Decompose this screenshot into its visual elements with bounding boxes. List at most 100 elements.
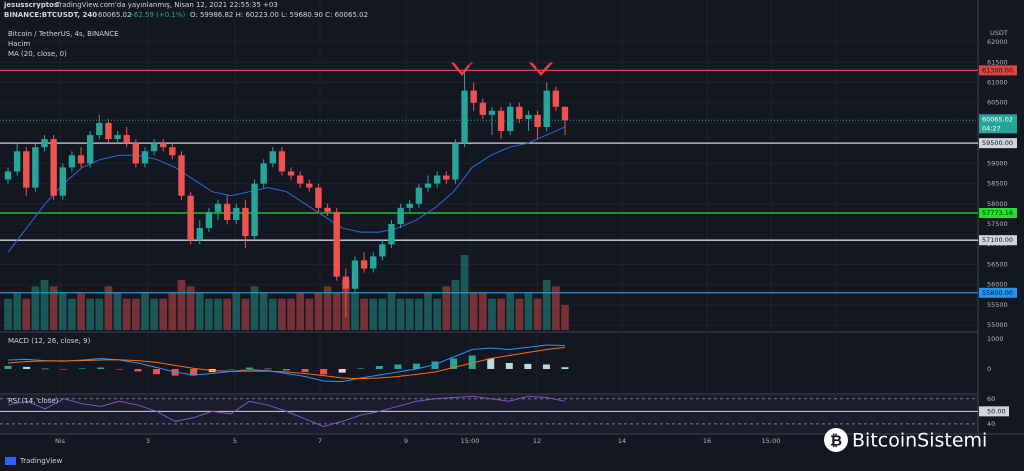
- volume-bar: [396, 298, 405, 330]
- candle-body: [105, 122, 112, 140]
- volume-bar: [524, 292, 533, 330]
- macd-hist-bar: [41, 368, 49, 370]
- candle-body: [214, 203, 222, 212]
- volume-bar: [332, 292, 341, 330]
- last: 60065.02: [98, 11, 131, 19]
- candle-body: [360, 260, 368, 269]
- macd-hist-bar: [153, 369, 161, 375]
- symbol: BINANCE:BTCUSDT, 240: [4, 11, 97, 19]
- candle-body: [342, 276, 350, 289]
- level-label: 57100.00: [982, 236, 1013, 244]
- published: TradingView.com'da yayınlanmış, Nisan 12…: [55, 1, 278, 9]
- volume-bar: [442, 286, 451, 330]
- macd-hist-bar: [320, 369, 328, 375]
- x-tick-label: 15:00: [762, 437, 781, 445]
- candle-body: [41, 139, 48, 148]
- macd-hist-bar: [357, 368, 365, 369]
- level-tag: [979, 287, 1017, 298]
- volume-bar: [506, 292, 515, 330]
- volume-bar: [49, 286, 58, 330]
- volume-bar: [369, 298, 378, 330]
- y-tick-label: 60500: [987, 99, 1008, 107]
- volume-bar: [31, 286, 40, 330]
- candle-body: [516, 106, 523, 119]
- candle-body: [525, 114, 532, 119]
- x-tick-label: 16: [703, 437, 711, 445]
- change: +62.59 (+0.1%): [128, 11, 186, 19]
- last-price-label: 60065.02: [982, 115, 1013, 123]
- y-tick-label: 58000: [987, 200, 1008, 208]
- y-tick-label: 56000: [987, 281, 1008, 289]
- candle-body: [415, 187, 423, 204]
- volume-bar: [268, 298, 277, 330]
- macd-hist-bar: [245, 367, 253, 369]
- y-tick-label: 61000: [987, 78, 1008, 86]
- candle-body: [269, 151, 276, 164]
- volume-bar: [223, 298, 231, 330]
- candle-body: [424, 183, 432, 188]
- macd-hist-bar: [264, 368, 272, 370]
- candle-body: [306, 183, 313, 188]
- volume-bar: [387, 292, 396, 330]
- volume-bar: [22, 298, 31, 330]
- volume-bar: [77, 292, 85, 330]
- volume-bar: [241, 298, 250, 330]
- volume-bar: [360, 298, 368, 330]
- volume-bar: [542, 280, 551, 330]
- series-title: Bitcoin / TetherUS, 4s, BINANCE: [8, 30, 119, 38]
- candle-body: [543, 90, 550, 127]
- rsi-line: [7, 395, 566, 427]
- macd-hist-bar: [190, 369, 198, 376]
- candle-body: [351, 260, 359, 289]
- volume-bar: [497, 298, 505, 330]
- y-tick-label: 57500: [987, 220, 1008, 228]
- candle-body: [260, 163, 267, 184]
- volume-bar: [177, 280, 186, 330]
- volume-bar: [424, 292, 432, 330]
- rsi-tick-label: 60: [987, 395, 995, 403]
- x-tick-label: 12: [533, 437, 541, 445]
- candle-body: [397, 207, 404, 225]
- ma-label: MA (20, close, 0): [8, 50, 67, 58]
- rsi-label: RSI (14, close): [8, 397, 59, 405]
- candle-body: [497, 110, 505, 132]
- macd-tick-label: 1000: [987, 335, 1004, 343]
- signal-line: [7, 346, 566, 380]
- volume-bar: [186, 286, 195, 330]
- candle-body: [132, 143, 140, 164]
- level-label: 57773.16: [982, 209, 1013, 217]
- volume-bar: [195, 292, 204, 330]
- macd-hist-bar: [412, 363, 420, 369]
- volume-bar: [451, 280, 460, 330]
- volume-bar: [86, 298, 95, 330]
- volume-bar: [561, 305, 569, 330]
- candle-body: [552, 90, 560, 107]
- macd-hist-bar: [97, 367, 105, 369]
- x-tick-label: 3: [146, 437, 150, 445]
- volume-bar: [250, 286, 259, 330]
- volume-bar: [314, 292, 323, 330]
- candle-body: [32, 147, 39, 188]
- x-tick-label: Nis: [55, 437, 66, 445]
- candle-body: [479, 102, 487, 115]
- volume-bar: [68, 298, 76, 330]
- volume-bar: [150, 298, 158, 330]
- watermark-icon: ₿: [830, 432, 842, 450]
- volume-bar: [113, 292, 122, 330]
- macd-hist-bar: [542, 364, 550, 369]
- author: jesusscryptos: [3, 1, 58, 9]
- volume-bar: [278, 298, 286, 330]
- volume-bar: [141, 292, 149, 330]
- volume-bar: [232, 292, 241, 330]
- macd-hist-bar: [301, 369, 309, 372]
- volume-bar: [168, 292, 177, 330]
- candle-body: [534, 114, 541, 127]
- volume-bar: [122, 298, 131, 330]
- volume-bar: [159, 298, 168, 330]
- candle-body: [13, 151, 21, 172]
- volume-bar: [214, 298, 222, 330]
- level-tag: [979, 235, 1017, 246]
- level-label: 55800.00: [982, 289, 1013, 297]
- candle-body: [297, 175, 304, 184]
